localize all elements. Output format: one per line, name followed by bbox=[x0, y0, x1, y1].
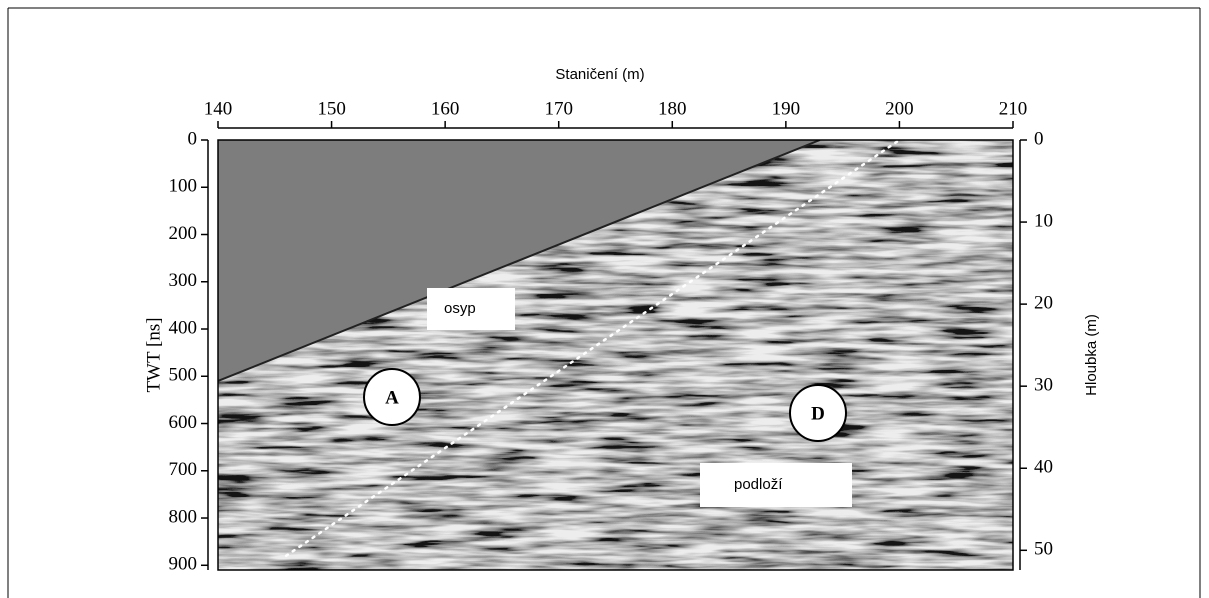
figure: Staničení (m) TWT [ns] Hloubka (m) 140 15… bbox=[0, 0, 1209, 598]
x-tick-label: 140 bbox=[204, 98, 233, 119]
y2-tick-label: 40 bbox=[1034, 457, 1053, 478]
y-tick-label: 900 bbox=[169, 554, 198, 575]
x-tick-label: 190 bbox=[772, 98, 801, 119]
y-tick-label: 300 bbox=[169, 270, 198, 291]
y-tick-label: 0 bbox=[188, 128, 198, 149]
plot-area bbox=[218, 140, 1013, 570]
x-tick-label: 160 bbox=[431, 98, 460, 119]
y-tick-label: 400 bbox=[169, 317, 198, 338]
annotation: podloží bbox=[734, 476, 783, 493]
x-tick-label: 210 bbox=[999, 98, 1028, 119]
x-tick-label: 200 bbox=[885, 98, 914, 119]
marker-label: D bbox=[811, 403, 825, 424]
y2-tick-label: 20 bbox=[1034, 292, 1053, 313]
y2-label: Hloubka (m) bbox=[1083, 314, 1100, 396]
y-tick-label: 800 bbox=[169, 506, 198, 527]
annotation: osyp bbox=[444, 300, 476, 317]
y2-tick-label: 0 bbox=[1034, 128, 1044, 149]
x-tick-label: 180 bbox=[658, 98, 687, 119]
marker-label: A bbox=[385, 387, 399, 408]
y2-tick-label: 50 bbox=[1034, 539, 1053, 560]
y-tick-label: 500 bbox=[169, 365, 198, 386]
y-tick-label: 200 bbox=[169, 223, 198, 244]
y2-tick-label: 10 bbox=[1034, 210, 1053, 231]
x-tick-label: 150 bbox=[317, 98, 346, 119]
y-tick-label: 100 bbox=[169, 176, 198, 197]
y-label: TWT [ns] bbox=[143, 317, 164, 392]
x-label: Staničení (m) bbox=[555, 66, 644, 83]
y-tick-label: 700 bbox=[169, 459, 198, 480]
x-tick-label: 170 bbox=[544, 98, 573, 119]
y2-tick-label: 30 bbox=[1034, 375, 1053, 396]
y-tick-label: 600 bbox=[169, 412, 198, 433]
